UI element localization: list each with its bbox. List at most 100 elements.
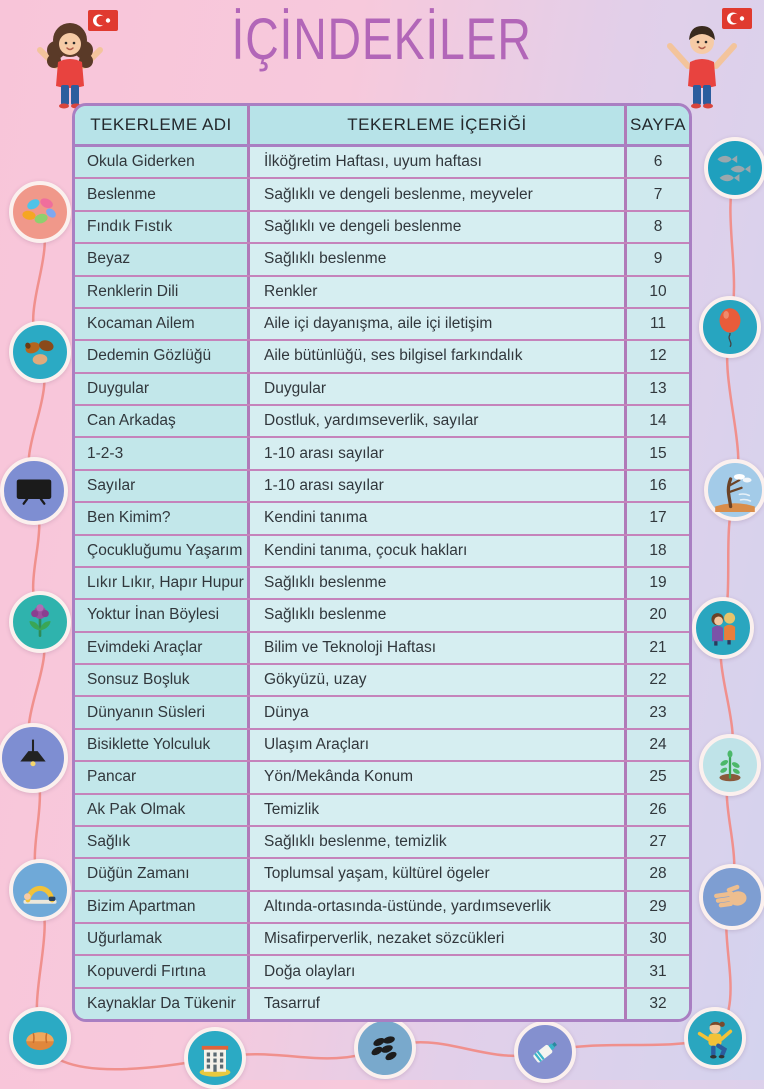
rhyme-content-cell: İlköğretim Haftası, uyum haftası xyxy=(250,147,627,178)
rhyme-content-cell: Sağlıklı beslenme xyxy=(250,567,627,599)
rhyme-name-cell: Dedemin Gözlüğü xyxy=(75,341,250,372)
lamp-icon xyxy=(0,723,68,793)
toc-row: Ak Pak Olmak Temizlik 26 xyxy=(75,794,689,827)
page-number-cell: 30 xyxy=(627,924,689,955)
rhyme-content-cell: Dünya xyxy=(250,697,627,728)
toc-row: Pancar Yön/Mekânda Konum 25 xyxy=(75,762,689,795)
rhyme-name-cell: Düğün Zamanı xyxy=(75,859,250,890)
rhyme-name-cell: Dünyanın Süsleri xyxy=(75,697,250,728)
header-rhyme-name: TEKERLEME ADI xyxy=(75,106,250,144)
flower-icon xyxy=(9,591,71,653)
page-number-cell: 15 xyxy=(627,438,689,469)
page-number-cell: 23 xyxy=(627,697,689,728)
toc-table: TEKERLEME ADI TEKERLEME İÇERİĞİ SAYFA Ok… xyxy=(72,103,692,1022)
toc-row: Kaynaklar Da Tükenir Tasarruf 32 xyxy=(75,988,689,1019)
rhyme-name-cell: Beslenme xyxy=(75,179,250,210)
page-number-cell: 11 xyxy=(627,308,689,340)
page-number-cell: 8 xyxy=(627,211,689,243)
toc-row: Okula Giderken İlköğretim Haftası, uyum … xyxy=(75,147,689,180)
page-number-cell: 24 xyxy=(627,729,689,761)
toc-row: Yoktur İnan Böylesi Sağlıklı beslenme 20 xyxy=(75,600,689,633)
page-number-cell: 21 xyxy=(627,632,689,663)
page-number-cell: 13 xyxy=(627,373,689,404)
toc-row: Can Arkadaş Dostluk, yardımseverlik, say… xyxy=(75,406,689,439)
rhyme-content-cell: Bilim ve Teknoloji Haftası xyxy=(250,632,627,663)
page-number-cell: 6 xyxy=(627,147,689,178)
candies-icon xyxy=(9,181,71,243)
rhyme-name-cell: Duygular xyxy=(75,373,250,404)
rhyme-name-cell: Çocukluğumu Yaşarım xyxy=(75,535,250,566)
page-number-cell: 9 xyxy=(627,244,689,275)
rhyme-content-cell: Tasarruf xyxy=(250,988,627,1019)
page-number-cell: 14 xyxy=(627,406,689,437)
rhyme-name-cell: Sağlık xyxy=(75,826,250,858)
turkish-flag-icon xyxy=(722,8,752,29)
page-number-cell: 10 xyxy=(627,276,689,307)
rhyme-content-cell: Duygular xyxy=(250,373,627,404)
toc-row: Duygular Duygular 13 xyxy=(75,373,689,406)
rhyme-name-cell: Ak Pak Olmak xyxy=(75,794,250,825)
toothpaste-icon xyxy=(514,1021,576,1083)
page-title: İÇİNDEKİLER xyxy=(231,7,533,72)
toc-row: Beyaz Sağlıklı beslenme 9 xyxy=(75,244,689,277)
rhyme-content-cell: Yön/Mekânda Konum xyxy=(250,762,627,793)
toc-row: Fındık Fıstık Sağlıklı ve dengeli beslen… xyxy=(75,211,689,245)
page-number-cell: 12 xyxy=(627,341,689,372)
rhyme-name-cell: Lıkır Lıkır, Hapır Hupur xyxy=(75,567,250,599)
rhyme-content-cell: Renkler xyxy=(250,276,627,307)
header-rhyme-content: TEKERLEME İÇERİĞİ xyxy=(250,106,627,144)
toc-row: Uğurlamak Misafirperverlik, nezaket sözc… xyxy=(75,924,689,957)
rhyme-name-cell: Sayılar xyxy=(75,470,250,502)
rhyme-name-cell: Renklerin Dili xyxy=(75,276,250,307)
toc-row: Sonsuz Boşluk Gökyüzü, uzay 22 xyxy=(75,665,689,698)
rhyme-name-cell: Okula Giderken xyxy=(75,147,250,178)
gymnast-icon xyxy=(9,859,71,921)
rhyme-content-cell: Misafirperverlik, nezaket sözcükleri xyxy=(250,924,627,955)
page-number-cell: 22 xyxy=(627,665,689,696)
rhyme-name-cell: Ben Kimim? xyxy=(75,503,250,534)
page-number-cell: 16 xyxy=(627,470,689,502)
page-number-cell: 25 xyxy=(627,762,689,793)
girl-with-turkish-flag xyxy=(20,6,120,115)
tv-icon xyxy=(0,457,68,525)
toc-row: Bisiklette Yolculuk Ulaşım Araçları 24 xyxy=(75,729,689,763)
rhyme-content-cell: Altında-ortasında-üstünde, yardımseverli… xyxy=(250,891,627,922)
rhyme-name-cell: Fındık Fıstık xyxy=(75,211,250,243)
seeds-icon xyxy=(354,1017,416,1079)
toc-row: Kopuverdi Fırtına Doğa olayları 31 xyxy=(75,956,689,989)
rhyme-name-cell: Can Arkadaş xyxy=(75,406,250,437)
rhyme-content-cell: Doğa olayları xyxy=(250,956,627,987)
rhyme-name-cell: Uğurlamak xyxy=(75,924,250,955)
toc-row: Beslenme Sağlıklı ve dengeli beslenme, m… xyxy=(75,179,689,212)
rhyme-name-cell: Pancar xyxy=(75,762,250,793)
rhyme-content-cell: Sağlıklı beslenme, temizlik xyxy=(250,826,627,858)
page-number-cell: 31 xyxy=(627,956,689,987)
toc-row: Renklerin Dili Renkler 10 xyxy=(75,276,689,309)
bread-icon xyxy=(9,1007,71,1069)
toc-row: Sağlık Sağlıklı beslenme, temizlik 27 xyxy=(75,826,689,860)
page-number-cell: 19 xyxy=(627,567,689,599)
toc-row: Ben Kimim? Kendini tanıma 17 xyxy=(75,503,689,536)
rhyme-name-cell: Bizim Apartman xyxy=(75,891,250,922)
rhyme-content-cell: Sağlıklı beslenme xyxy=(250,244,627,275)
toc-row: Evimdeki Araçlar Bilim ve Teknoloji Haft… xyxy=(75,632,689,665)
rhyme-content-cell: Kendini tanıma, çocuk hakları xyxy=(250,535,627,566)
rhyme-content-cell: Kendini tanıma xyxy=(250,503,627,534)
page-number-cell: 7 xyxy=(627,179,689,210)
toc-header-row: TEKERLEME ADI TEKERLEME İÇERİĞİ SAYFA xyxy=(75,106,689,147)
page-number-cell: 32 xyxy=(627,988,689,1019)
hand-icon xyxy=(699,864,764,930)
rhyme-name-cell: Evimdeki Araçlar xyxy=(75,632,250,663)
turkish-flag-icon xyxy=(88,10,118,31)
school-building-icon xyxy=(184,1027,246,1089)
hugging-kids-icon xyxy=(692,597,754,659)
page-number-cell: 26 xyxy=(627,794,689,825)
rhyme-name-cell: Sonsuz Boşluk xyxy=(75,665,250,696)
rhyme-name-cell: Bisiklette Yolculuk xyxy=(75,729,250,761)
page-number-cell: 18 xyxy=(627,535,689,566)
rhyme-content-cell: 1-10 arası sayılar xyxy=(250,470,627,502)
toc-row: Dedemin Gözlüğü Aile bütünlüğü, ses bilg… xyxy=(75,341,689,374)
fish-icon xyxy=(704,137,764,199)
page-number-cell: 28 xyxy=(627,859,689,890)
rhyme-name-cell: Kocaman Ailem xyxy=(75,308,250,340)
